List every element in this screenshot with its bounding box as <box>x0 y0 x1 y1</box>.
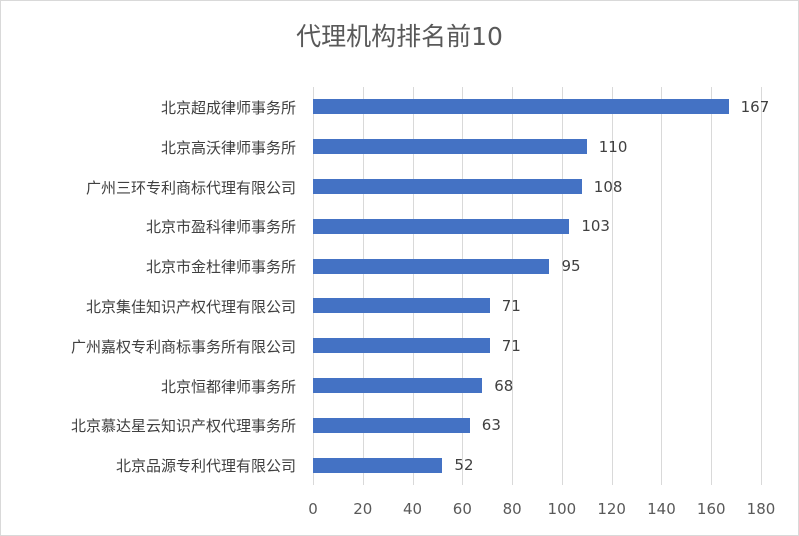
data-label: 63 <box>481 416 501 435</box>
gridline <box>611 87 613 485</box>
x-tick-label: 120 <box>597 500 626 518</box>
data-label: 95 <box>561 257 581 276</box>
x-tick-label: 180 <box>746 500 776 518</box>
data-label: 52 <box>454 456 474 475</box>
category-label: 北京超成律师事务所 <box>160 98 296 117</box>
category-label: 北京品源专利代理有限公司 <box>115 457 296 476</box>
x-tick-label: 40 <box>403 500 423 518</box>
gridline <box>512 87 514 485</box>
bar <box>313 417 470 433</box>
data-label: 108 <box>593 177 623 196</box>
chart-title: 代理机构排名前10 <box>296 22 503 51</box>
bar <box>313 139 587 155</box>
category-label: 北京市金杜律师事务所 <box>145 258 296 277</box>
data-label: 68 <box>494 376 514 395</box>
data-label: 71 <box>501 296 521 315</box>
bar <box>313 218 570 234</box>
gridline <box>362 87 364 485</box>
data-label: 110 <box>598 137 628 156</box>
bar <box>313 179 582 194</box>
bar <box>313 258 550 274</box>
data-label: 71 <box>501 336 521 355</box>
category-label: 北京高沃律师事务所 <box>160 138 296 157</box>
gridline <box>561 87 563 485</box>
category-label: 北京市盈科律师事务所 <box>145 218 296 237</box>
data-label: 103 <box>581 217 610 236</box>
x-tick-label: 100 <box>547 500 577 518</box>
bar <box>313 338 490 354</box>
category-label: 北京慕达星云知识产权代理事务所 <box>70 417 296 436</box>
gridline <box>462 87 464 485</box>
x-tick-label: 160 <box>696 500 726 518</box>
category-label: 广州三环专利商标代理有限公司 <box>85 178 296 197</box>
gridline <box>313 87 314 485</box>
gridline <box>661 87 663 485</box>
x-tick-label: 20 <box>353 500 373 518</box>
x-tick-label: 60 <box>452 500 472 518</box>
x-tick-label: 0 <box>308 500 318 518</box>
x-tick-label: 140 <box>647 500 676 518</box>
data-label: 167 <box>740 97 770 116</box>
gridline <box>711 87 713 485</box>
category-label: 北京恒都律师事务所 <box>160 377 296 396</box>
bar <box>313 378 483 393</box>
category-label: 北京集佳知识产权代理有限公司 <box>85 297 296 316</box>
bar <box>313 457 443 473</box>
category-label: 广州嘉权专利商标事务所有限公司 <box>70 337 296 356</box>
bar <box>313 99 729 115</box>
gridline <box>412 87 414 485</box>
gridline <box>761 87 762 485</box>
x-tick-label: 80 <box>502 500 522 518</box>
bar <box>313 298 490 314</box>
